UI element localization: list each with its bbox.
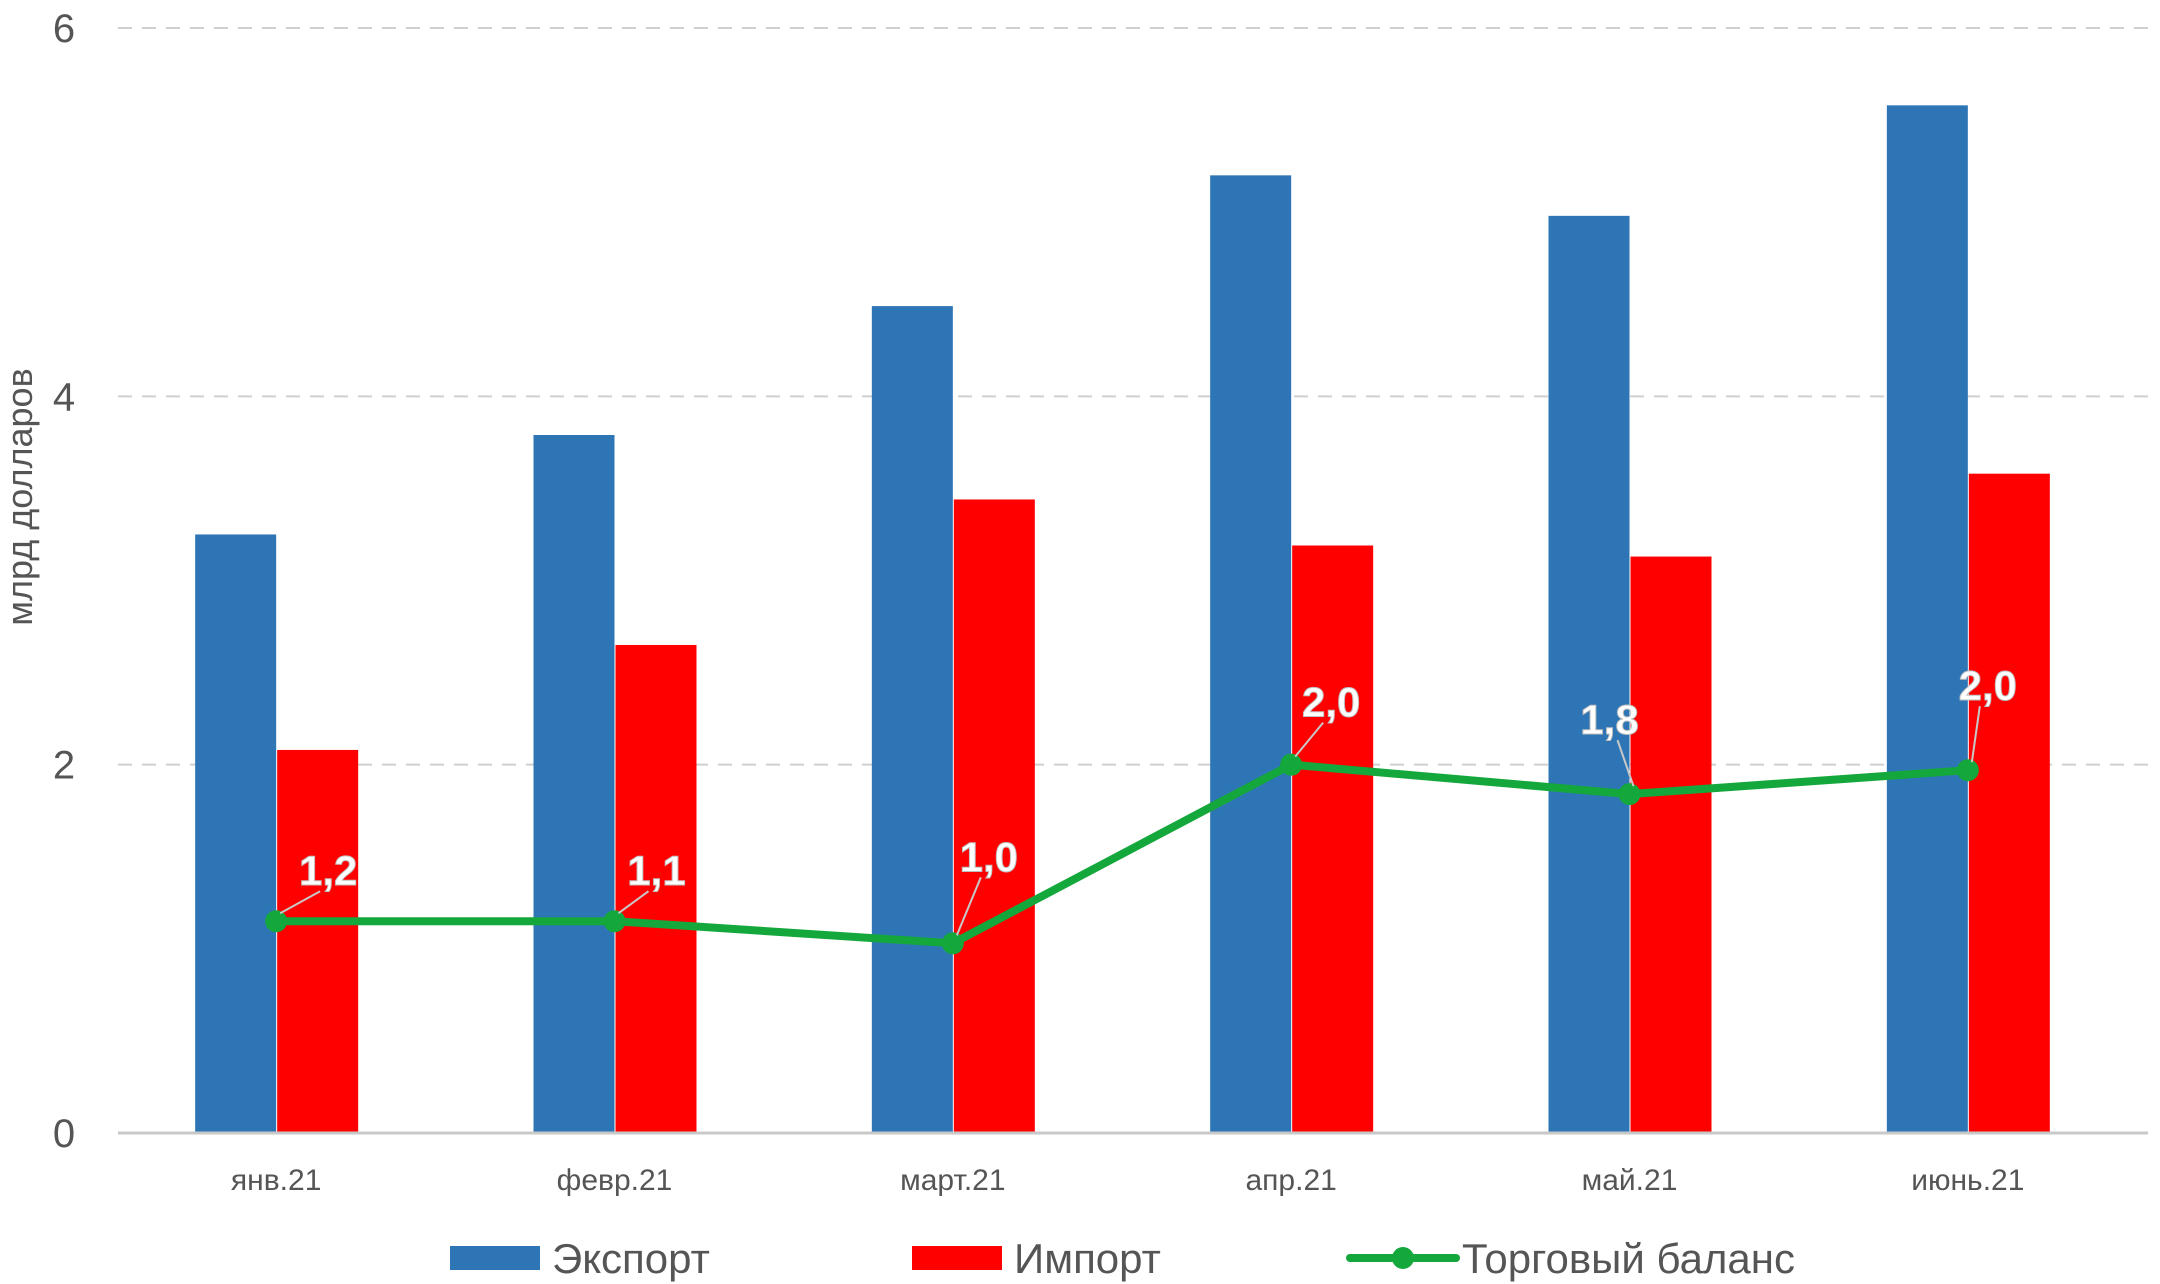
balance-data-label: 2,0 (1959, 662, 2017, 709)
import-bar-5 (1630, 556, 1712, 1133)
x-category-label: июнь.21 (1911, 1164, 2024, 1197)
x-category-label: март.21 (900, 1164, 1005, 1197)
balance-data-label: 1,0 (960, 833, 1018, 880)
export-bar-4 (1210, 175, 1292, 1134)
import-bar-1 (277, 749, 359, 1133)
bars (195, 105, 2050, 1134)
balance-point-1 (265, 910, 288, 933)
legend-marker (1392, 1247, 1414, 1269)
y-tick-label: 4 (53, 375, 75, 419)
import-bar-6 (1968, 473, 2050, 1133)
balance-data-label: 1,8 (1580, 696, 1638, 743)
y-axis-title: млрд долларов (0, 368, 40, 625)
balance-point-4 (1280, 753, 1303, 776)
legend-label: Торговый баланс (1462, 1235, 1795, 1282)
data-label-leader (1970, 706, 1981, 763)
export-bar-5 (1548, 215, 1630, 1134)
export-bar-6 (1886, 105, 1968, 1134)
export-bar-1 (195, 534, 277, 1133)
x-category-label: апр.21 (1246, 1164, 1337, 1197)
data-label-leader (1616, 739, 1635, 787)
legend: Экспорт Импорт Торговый баланс (450, 1235, 1795, 1282)
x-category-label: май.21 (1582, 1164, 1678, 1197)
legend-swatch (912, 1246, 1002, 1270)
export-bar-3 (871, 306, 953, 1133)
import-bar-4 (1292, 545, 1374, 1133)
legend-item: Экспорт (450, 1235, 710, 1282)
import-bar-2 (615, 644, 697, 1133)
balance-line (265, 753, 1979, 955)
balance-data-label: 2,0 (1302, 679, 1360, 726)
legend-item: Импорт (912, 1235, 1161, 1282)
balance-data-label: 1,2 (299, 847, 357, 894)
data-label-leader (617, 890, 650, 915)
x-axis-categories: янв.21 февр.21 март.21 апр.21 май.21 июнь.21 (231, 1164, 2024, 1197)
legend-label: Импорт (1014, 1235, 1161, 1282)
data-label-leader (955, 876, 982, 936)
y-tick-label: 6 (53, 7, 75, 51)
legend-item: Торговый баланс (1346, 1235, 1795, 1282)
legend-label: Экспорт (552, 1235, 710, 1282)
export-bar-2 (533, 435, 615, 1134)
y-tick-label: 0 (53, 1112, 75, 1156)
data-label-leader (1294, 722, 1324, 758)
balance-point-2 (603, 910, 626, 933)
balance-line-path (272, 760, 1972, 948)
balance-point-6 (1956, 759, 1979, 782)
legend-swatch (450, 1246, 540, 1270)
y-tick-label: 2 (53, 744, 75, 788)
x-category-label: февр.21 (557, 1164, 673, 1197)
balance-point-5 (1618, 783, 1641, 806)
data-labels: 1,2 1,1 1,0 2,0 1,8 2,0 (279, 662, 2018, 936)
balance-data-label: 1,1 (627, 847, 685, 894)
import-bar-3 (953, 499, 1035, 1133)
x-category-label: янв.21 (231, 1164, 321, 1197)
y-axis-ticks: 0 2 4 6 (53, 7, 75, 1156)
gridlines (118, 27, 2148, 766)
balance-point-3 (941, 932, 964, 955)
data-label-leader (279, 890, 321, 915)
